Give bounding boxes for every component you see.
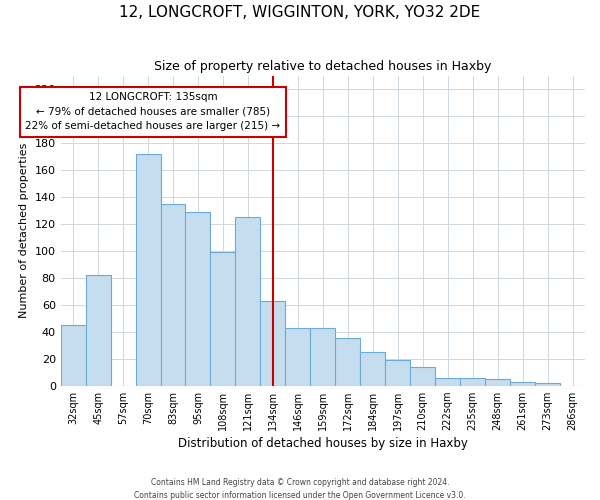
Text: Contains HM Land Registry data © Crown copyright and database right 2024.
Contai: Contains HM Land Registry data © Crown c… xyxy=(134,478,466,500)
Bar xyxy=(385,360,410,386)
Bar xyxy=(185,212,211,386)
Bar xyxy=(335,338,360,386)
Bar xyxy=(136,154,161,386)
Bar xyxy=(61,325,86,386)
Bar xyxy=(435,378,460,386)
Y-axis label: Number of detached properties: Number of detached properties xyxy=(19,143,29,318)
Bar xyxy=(161,204,185,386)
Bar xyxy=(286,328,310,386)
Bar xyxy=(235,217,260,386)
Bar xyxy=(510,382,535,386)
Bar xyxy=(460,378,485,386)
X-axis label: Distribution of detached houses by size in Haxby: Distribution of detached houses by size … xyxy=(178,437,468,450)
Bar xyxy=(535,383,560,386)
Text: 12, LONGCROFT, WIGGINTON, YORK, YO32 2DE: 12, LONGCROFT, WIGGINTON, YORK, YO32 2DE xyxy=(119,5,481,20)
Bar xyxy=(86,275,110,386)
Text: 12 LONGCROFT: 135sqm
← 79% of detached houses are smaller (785)
22% of semi-deta: 12 LONGCROFT: 135sqm ← 79% of detached h… xyxy=(25,92,281,132)
Bar xyxy=(260,300,286,386)
Bar xyxy=(360,352,385,386)
Bar xyxy=(211,252,235,386)
Bar xyxy=(310,328,335,386)
Bar xyxy=(485,379,510,386)
Bar xyxy=(410,367,435,386)
Title: Size of property relative to detached houses in Haxby: Size of property relative to detached ho… xyxy=(154,60,491,73)
